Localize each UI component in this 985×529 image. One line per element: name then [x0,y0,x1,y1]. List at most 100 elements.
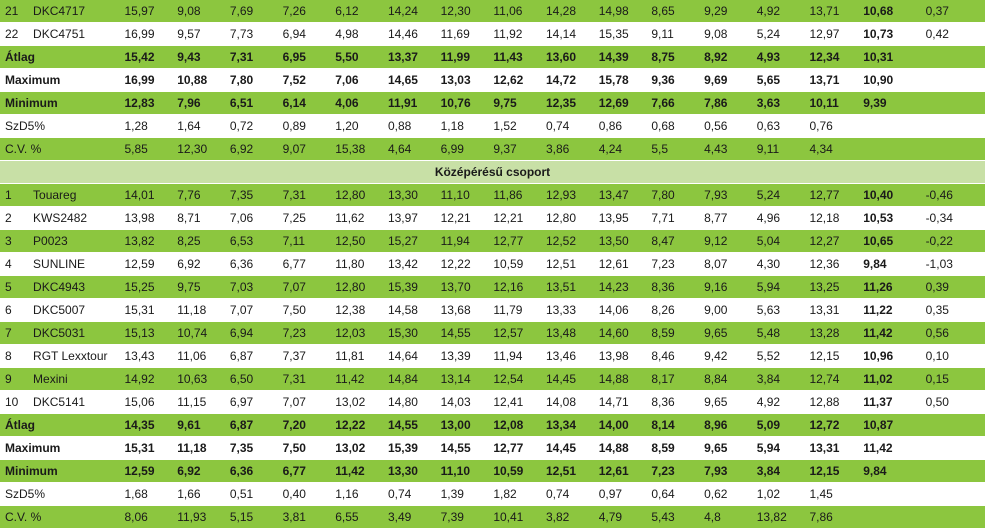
average-cell: 11,22 [860,298,923,322]
value-cell: 14,84 [384,367,438,391]
average-cell: 10,53 [860,206,923,230]
value-cell: 6,94 [226,321,280,345]
value-cell: 12,72 [806,413,861,437]
value-cell: 5,63 [753,298,807,322]
row-index: 22 [0,22,30,46]
difference-cell: 0,39 [922,275,985,299]
difference-cell: 0,10 [922,344,985,368]
row-index: 5 [0,275,30,299]
value-cell: 12,83 [121,91,175,115]
value-cell: 5,43 [648,505,702,529]
value-cell: 7,73 [226,22,280,46]
value-cell: 5,04 [753,229,807,253]
value-cell: 10,88 [174,68,227,92]
average-cell: 10,68 [860,0,923,23]
value-cell: 1,20 [332,114,385,138]
value-cell: 7,23 [648,459,702,483]
hybrid-name: KWS2482 [29,206,122,230]
table-row: 21 DKC4717 15,97 9,08 7,69 7,26 6,12 14,24 12,30… [0,0,985,23]
value-cell: 14,55 [384,413,438,437]
stat-label: Minimum [0,459,122,483]
value-cell: 15,27 [384,229,438,253]
value-cell: 9,37 [490,137,543,161]
hybrid-name: DKC5141 [29,390,122,414]
value-cell: 8,36 [648,390,702,414]
value-cell: 7,76 [174,183,227,207]
value-cell: 3,86 [543,137,596,161]
value-cell: 8,25 [174,229,227,253]
value-cell: 7,35 [226,183,280,207]
value-cell: 8,07 [701,252,754,276]
difference-cell: 0,15 [922,367,985,391]
value-cell: 13,98 [121,206,175,230]
value-cell: 11,80 [332,252,385,276]
average-cell: 10,40 [860,183,923,207]
value-cell: 9,16 [701,275,754,299]
value-cell: 6,77 [279,459,333,483]
value-cell: 15,30 [384,321,438,345]
value-cell: 7,69 [226,0,280,23]
value-cell: 9,36 [648,68,702,92]
value-cell: 14,39 [595,45,649,69]
average-cell: 10,65 [860,229,923,253]
value-cell: 6,92 [226,137,280,161]
value-cell: 1,45 [806,482,861,506]
value-cell: 8,26 [648,298,702,322]
value-cell: 12,77 [490,436,543,460]
value-cell: 5,50 [332,45,385,69]
value-cell: 13,98 [595,344,649,368]
value-cell: 9,65 [701,436,754,460]
value-cell: 7,86 [806,505,861,529]
difference-cell: 0,37 [922,0,985,23]
value-cell: 15,25 [121,275,175,299]
value-cell: 7,20 [279,413,333,437]
value-cell: 6,14 [279,91,333,115]
value-cell: 9,43 [174,45,227,69]
difference-cell [922,91,985,115]
stat-row: Maximum 16,99 10,88 7,80 7,52 7,06 14,65 13,03 1… [0,68,985,92]
average-cell: 11,37 [860,390,923,414]
table-row: 7 DKC5031 15,13 10,74 6,94 7,23 12,03 15,30 14,5… [0,321,985,345]
value-cell: 16,99 [121,22,175,46]
value-cell: 8,75 [648,45,702,69]
value-cell: 12,51 [543,252,596,276]
difference-cell [922,413,985,437]
value-cell: 8,46 [648,344,702,368]
value-cell: 14,65 [384,68,438,92]
value-cell: 3,82 [543,505,596,529]
value-cell: 3,81 [279,505,333,529]
value-cell: 13,70 [437,275,491,299]
value-cell: 13,02 [332,436,385,460]
hybrid-name: Mexini [29,367,122,391]
hybrid-name: DKC4717 [29,0,122,23]
value-cell: 12,38 [332,298,385,322]
value-cell: 14,45 [543,436,596,460]
value-cell: 14,71 [595,390,649,414]
value-cell: 7,50 [279,298,333,322]
value-cell: 12,15 [806,344,861,368]
value-cell: 12,35 [543,91,596,115]
hybrid-name: P0023 [29,229,122,253]
difference-cell [922,45,985,69]
value-cell: 8,71 [174,206,227,230]
value-cell: 7,23 [648,252,702,276]
value-cell: 1,39 [437,482,491,506]
value-cell: 12,97 [806,22,861,46]
difference-cell: 0,35 [922,298,985,322]
row-index: 3 [0,229,30,253]
value-cell: 4,93 [753,45,807,69]
value-cell: 9,69 [701,68,754,92]
value-cell: 8,06 [121,505,175,529]
value-cell: 13,30 [384,183,438,207]
value-cell: 12,69 [595,91,649,115]
stat-row: Minimum 12,59 6,92 6,36 6,77 11,42 13,30 11,10 1… [0,459,985,483]
value-cell: 0,88 [384,114,438,138]
value-cell: 0,51 [226,482,280,506]
value-cell: 1,66 [174,482,227,506]
value-cell: 11,10 [437,183,491,207]
value-cell: 11,18 [174,436,227,460]
value-cell: 13,51 [543,275,596,299]
table-row: 5 DKC4943 15,25 9,75 7,03 7,07 12,80 15,39 13,70… [0,275,985,299]
value-cell: 3,49 [384,505,438,529]
